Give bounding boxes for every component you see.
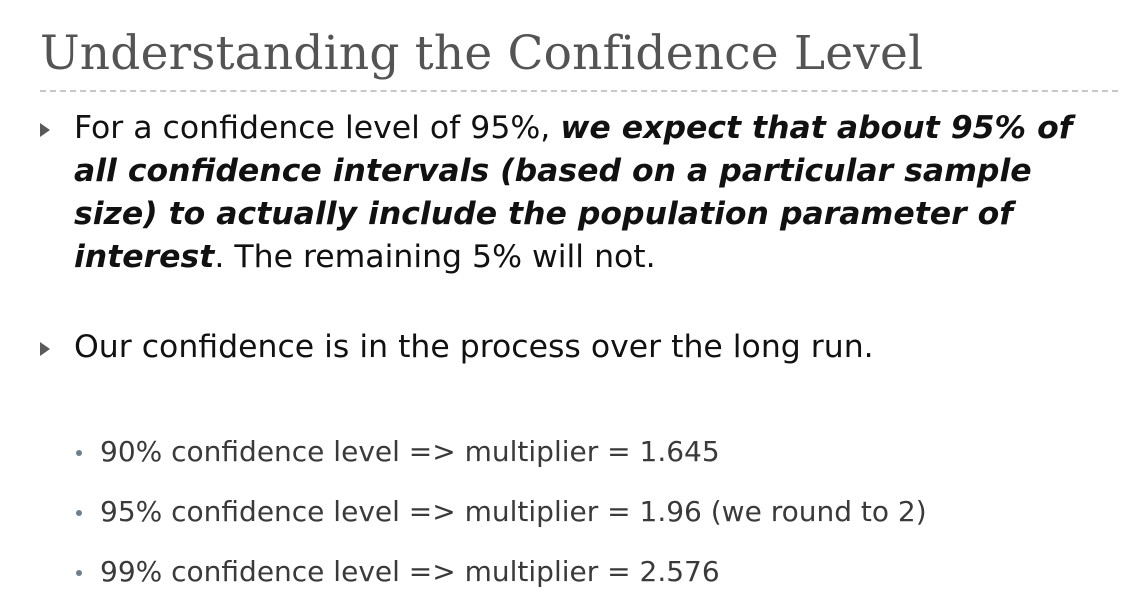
dot-bullet-icon [76,570,82,576]
dot-bullet-icon [76,510,82,516]
triangle-bullet-icon [40,123,50,137]
bullet-text: For a confidence level of 95%, we expect… [74,107,1120,279]
sub-bullet-text: 99% confidence level => multiplier = 2.5… [100,555,720,588]
bullet-long-run: Our confidence is in the process over th… [40,326,1120,369]
sub-bullet-90: 90% confidence level => multiplier = 1.6… [76,434,720,470]
sub-bullet-text: 90% confidence level => multiplier = 1.6… [100,435,720,468]
title-divider [40,90,1118,92]
sub-bullet-text: 95% confidence level => multiplier = 1.9… [100,495,927,528]
sub-bullet-95: 95% confidence level => multiplier = 1.9… [76,494,927,530]
triangle-bullet-icon [40,342,50,356]
slide-title: Understanding the Confidence Level [40,26,924,81]
bullet-intro-text: For a confidence level of 95%, [74,110,561,146]
bullet-text: Our confidence is in the process over th… [74,329,874,365]
bullet-outro-text: . The remaining 5% will not. [214,239,656,275]
dot-bullet-icon [76,450,82,456]
bullet-confidence-definition: For a confidence level of 95%, we expect… [40,107,1120,279]
sub-bullet-99: 99% confidence level => multiplier = 2.5… [76,554,720,590]
bullet-emphasis-text: we expect that about 95% of all confiden… [74,110,1073,275]
